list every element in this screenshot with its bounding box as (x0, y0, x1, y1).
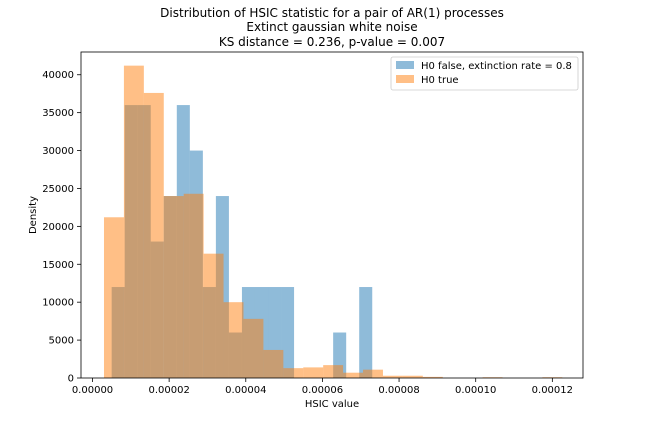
y-axis-ticks: 0 5000 10000 15000 20000 25000 30000 35000 40000 (42, 70, 81, 385)
histogram-bar-series-1-bin-16 (422, 376, 443, 378)
x-axis-label: HSIC value (305, 399, 359, 410)
x-axis-ticks: 0.00000 0.00002 0.00004 0.00006 0.00008 0.000… (72, 378, 573, 396)
y-tick-label: 20000 (42, 222, 74, 233)
y-tick-label: 0 (68, 374, 74, 385)
x-tick-label: 0.00006 (302, 385, 343, 396)
y-tick-label: 35000 (42, 108, 74, 119)
histogram-bar-series-1-bin-1 (123, 65, 144, 378)
histogram-bar-series-1-bin-9 (283, 368, 304, 378)
histogram-bar-series-1-bin-10 (303, 367, 324, 378)
histogram-bar-series-1-bin-7 (243, 318, 264, 378)
chart-title: Distribution of HSIC statistic for a pai… (160, 6, 504, 20)
legend-box (390, 56, 579, 91)
histogram-bar-series-1-bin-6 (223, 302, 244, 378)
y-tick-label: 40000 (42, 70, 74, 81)
histogram-bar-series-0-bin-15 (359, 287, 373, 378)
legend-swatch-h0-false (396, 61, 414, 69)
histogram-bar-series-1-bin-4 (183, 193, 204, 378)
histogram-bar-series-1-bin-11 (323, 365, 344, 378)
x-tick-label: 0.00000 (72, 385, 113, 396)
x-tick-label: 0.00004 (225, 385, 266, 396)
histogram-bar-series-1-bin-3 (163, 196, 184, 378)
y-tick-label: 15000 (42, 260, 74, 271)
bars-layer (103, 65, 563, 379)
plot-frame (80, 51, 584, 379)
chart-subtitle: Extinct gaussian white noise (246, 20, 417, 34)
histogram-bar-series-1-bin-5 (203, 253, 224, 378)
y-tick-label: 30000 (42, 146, 74, 157)
histogram-bar-series-1-bin-12 (343, 372, 364, 378)
histogram-bar-series-1-bin-8 (263, 349, 284, 378)
histogram-bar-series-1-bin-15 (402, 375, 423, 378)
y-axis-label: Density (28, 196, 39, 234)
y-tick-label: 25000 (42, 184, 74, 195)
histogram-bar-series-1-bin-0 (103, 217, 124, 378)
x-tick-label: 0.00002 (148, 385, 189, 396)
histogram-bar-series-1-bin-2 (143, 92, 164, 378)
legend-label-h0-false: H0 false, extinction rate = 0.8 (421, 61, 572, 72)
x-tick-label: 0.00008 (378, 385, 419, 396)
legend-swatch-h0-true (396, 75, 414, 83)
histogram-bar-series-0-bin-13 (281, 287, 295, 378)
y-tick-label: 10000 (42, 298, 74, 309)
chart-stats-line: KS distance = 0.236, p-value = 0.007 (219, 35, 445, 49)
histogram-bar-series-1-bin-13 (363, 369, 383, 378)
x-tick-label: 0.00012 (532, 385, 573, 396)
histogram-bar-series-1-bin-14 (382, 375, 403, 378)
legend: H0 false, extinction rate = 0.8 H0 true (390, 56, 579, 91)
x-tick-label: 0.00010 (455, 385, 496, 396)
legend-label-h0-true: H0 true (421, 75, 459, 86)
y-tick-label: 5000 (49, 336, 74, 347)
